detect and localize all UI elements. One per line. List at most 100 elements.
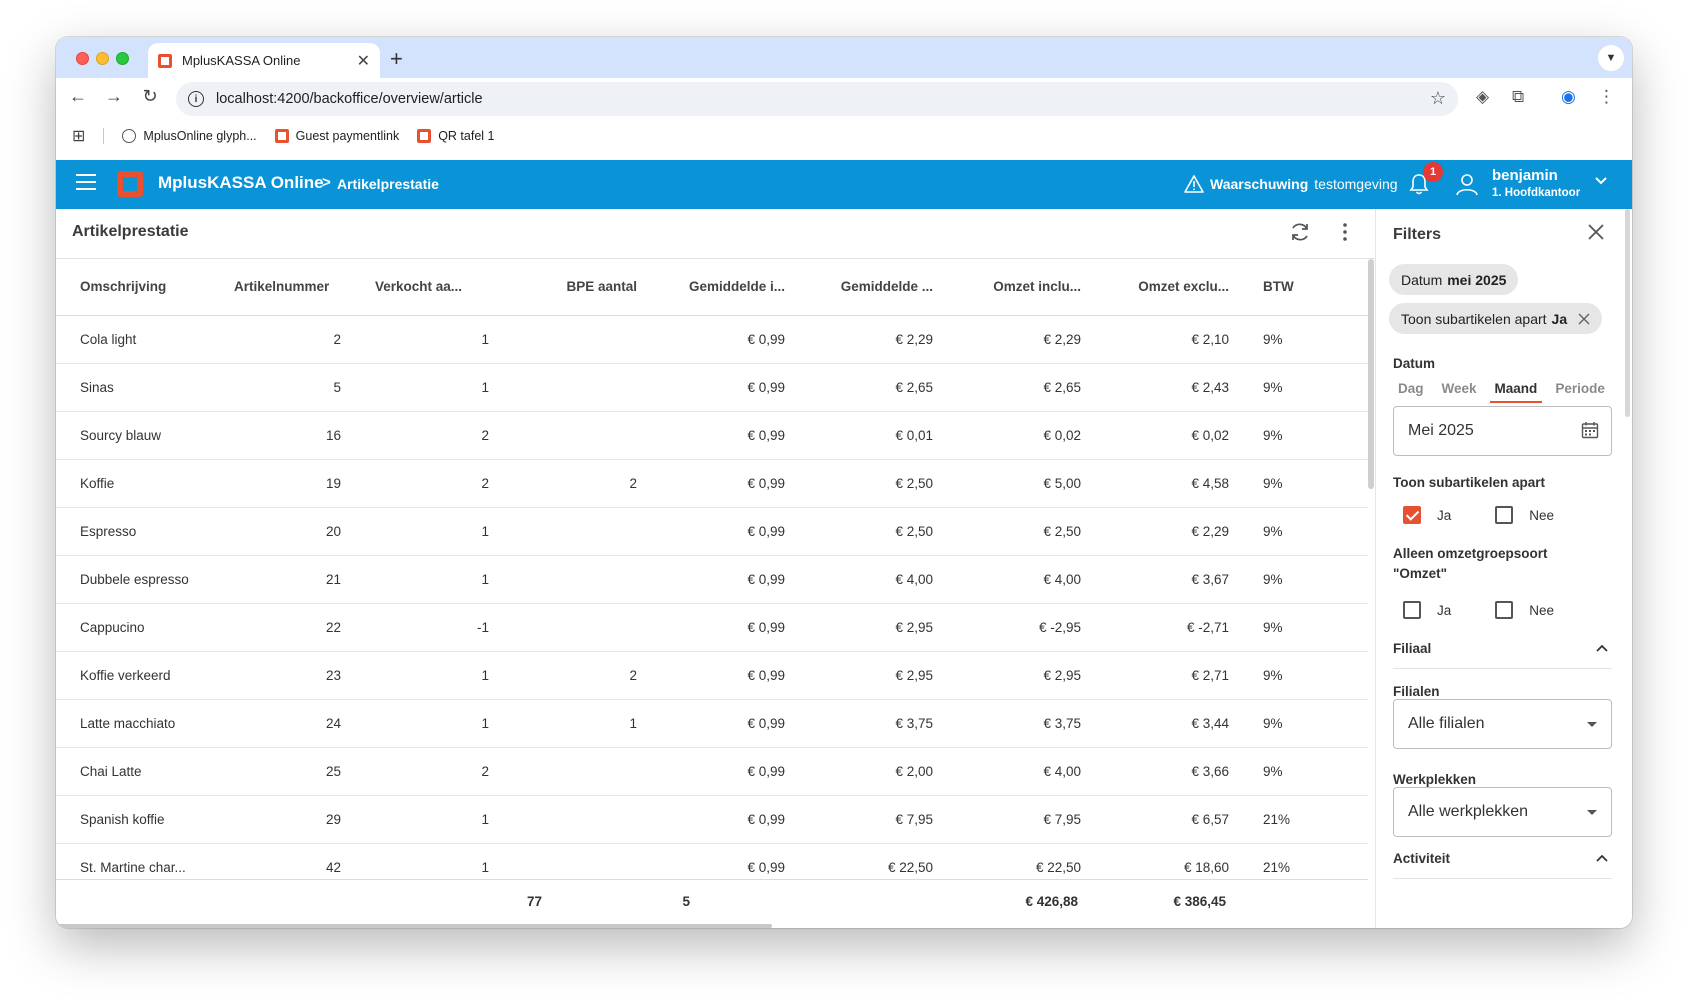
tab-maand[interactable]: Maand [1489,381,1543,403]
cell-sold: 1 [349,699,497,748]
column-header[interactable]: Omschrijving [56,259,226,316]
address-bar[interactable]: i localhost:4200/backoffice/overview/art… [176,82,1458,116]
table-row[interactable]: Cappucino 22 -1 € 0,99 € 2,95 € -2,95 € -2,71 9… [56,603,1368,652]
remove-filter-icon[interactable] [1578,312,1590,325]
profile-icon[interactable]: ◉ [1561,87,1576,106]
filialen-select[interactable]: Alle filialen [1393,699,1612,749]
cell-bpe [497,411,645,460]
column-header[interactable]: Artikelnummer [226,259,349,316]
bookmark-guest-paymentlink[interactable]: Guest paymentlink [274,128,399,143]
table-viewport[interactable]: Omschrijving Artikelnummer Verkocht aa..… [56,259,1368,879]
column-header[interactable]: Omzet exclu... [1089,259,1237,316]
table-row[interactable]: Cola light 2 1 € 0,99 € 2,29 € 2,29 € 2,10 9% [56,315,1368,364]
cell-sold: 1 [349,507,497,556]
mplus-favicon-icon [274,128,289,143]
cell-excl: € 2,71 [1089,651,1237,700]
filters-scrollbar[interactable] [1625,209,1630,417]
table-row[interactable]: Koffie 19 2 2 € 0,99 € 2,50 € 5,00 € 4,58 9% [56,459,1368,508]
subarticles-no-checkbox[interactable] [1495,506,1514,524]
cell-avg: € 22,50 [793,843,941,879]
close-window-button[interactable] [76,52,89,65]
table-row[interactable]: Latte macchiato 24 1 1 € 0,99 € 3,75 € 3,75 € 3… [56,699,1368,748]
column-header[interactable]: Verkocht aa... [349,259,497,316]
cell-avg_in: € 0,99 [645,363,793,412]
breadcrumb-separator: > [322,174,331,191]
column-header[interactable]: Gemiddelde i... [645,259,793,316]
brand-title[interactable]: MplusKASSA Online [158,173,324,192]
app-header: MplusKASSA Online > Artikelprestatie Waa… [56,160,1632,209]
tab-dag[interactable]: Dag [1398,381,1424,396]
browser-menu-icon[interactable]: ⋮ [1598,87,1615,106]
cell-sold: 2 [349,459,497,508]
horizontal-scrollbar[interactable] [56,924,772,928]
user-avatar-icon[interactable] [1455,172,1479,196]
omzet-label-line1: Alleen omzetgroepsoort [1393,546,1548,561]
subarticles-yes-checkbox[interactable] [1403,506,1421,524]
column-header[interactable]: BTW [1237,259,1368,316]
table-row[interactable]: Dubbele espresso 21 1 € 0,99 € 4,00 € 4,00 € 3… [56,555,1368,604]
month-picker-field[interactable]: Mei 2025 [1393,406,1612,456]
bookmark-qr-tafel[interactable]: QR tafel 1 [417,128,494,143]
omzet-no-checkbox[interactable] [1495,601,1514,619]
column-header[interactable]: Omzet inclu... [941,259,1089,316]
active-filter-chip-date[interactable]: Datum mei 2025 [1389,264,1519,295]
cell-nr: 16 [226,411,349,460]
cell-sold: 1 [349,795,497,844]
extension-diamond-icon[interactable]: ◈ [1476,87,1490,106]
apps-grid-icon[interactable]: ⊞ [72,127,86,145]
totals-row: 77 5 € 426,88 € 386,45 [56,879,1368,923]
breadcrumb-current: Artikelprestatie [337,176,439,192]
active-filter-chip-subarticles[interactable]: Toon subartikelen apart Ja [1389,303,1603,334]
bookmark-star-icon[interactable]: ☆ [1429,88,1446,108]
maximize-window-button[interactable] [116,52,129,65]
new-tab-icon[interactable]: + [390,46,403,71]
column-header[interactable]: BPE aantal [497,259,645,316]
tab-week[interactable]: Week [1441,381,1477,396]
site-info-icon[interactable]: i [188,91,204,107]
activiteit-section-header[interactable]: Activiteit [1393,851,1612,879]
calendar-icon[interactable] [1581,421,1599,439]
cell-avg: € 7,95 [793,795,941,844]
cell-avg_in: € 0,99 [645,555,793,604]
werkplekken-select[interactable]: Alle werkplekken [1393,787,1612,837]
back-icon[interactable]: ← [69,86,87,106]
menu-hamburger-icon[interactable] [76,174,96,190]
close-tab-icon[interactable]: ✕ [356,52,370,70]
cell-nr: 24 [226,699,349,748]
table-row[interactable]: Sinas 5 1 € 0,99 € 2,65 € 2,65 € 2,43 9% [56,363,1368,412]
cell-nr: 22 [226,603,349,652]
cell-nr: 25 [226,747,349,796]
minimize-window-button[interactable] [96,52,109,65]
user-name[interactable]: benjamin [1492,167,1558,184]
table-row[interactable]: Sourcy blauw 16 2 € 0,99 € 0,01 € 0,02 € 0,02 9… [56,411,1368,460]
table-row[interactable]: Espresso 20 1 € 0,99 € 2,50 € 2,50 € 2,29 9% [56,507,1368,556]
column-header[interactable]: Gemiddelde ... [793,259,941,316]
table-row[interactable]: St. Martine char... 42 1 € 0,99 € 22,50 € 22,… [56,843,1368,879]
more-options-icon[interactable] [1342,223,1348,241]
notification-badge: 1 [1423,162,1443,182]
extensions-puzzle-icon[interactable]: ⧉ [1512,87,1525,106]
table-row[interactable]: Koffie verkeerd 23 1 2 € 0,99 € 2,95 € 2,95 € 2… [56,651,1368,700]
article-performance-panel: Artikelprestatie Omschrijving Artikelnum… [56,209,1376,928]
vertical-scrollbar[interactable] [1368,259,1374,489]
filiaal-section-header[interactable]: Filiaal [1393,641,1612,669]
reload-icon[interactable]: ↻ [142,86,158,106]
refresh-icon[interactable] [1289,221,1311,243]
table-row[interactable]: Chai Latte 25 2 € 0,99 € 2,00 € 4,00 € 3,66 9% [56,747,1368,796]
checkbox-label: Nee [1529,602,1555,618]
chip-label: Toon subartikelen apart [1401,310,1547,327]
forward-icon[interactable]: → [105,86,123,106]
tab-search-chevron-icon[interactable]: ▼ [1598,45,1624,71]
cell-excl: € 6,57 [1089,795,1237,844]
tab-periode[interactable]: Periode [1555,381,1605,396]
browser-tab[interactable]: MplusKASSA Online ✕ [148,43,380,78]
notifications-bell-icon[interactable] [1408,172,1430,196]
bookmark-mplusonline[interactable]: MplusOnline glyph... [122,128,257,143]
cell-btw: 9% [1237,363,1368,412]
chevron-down-icon[interactable] [1594,176,1608,186]
cell-btw: 21% [1237,843,1368,879]
tab-strip: MplusKASSA Online ✕ + ▼ [56,37,1632,78]
close-icon[interactable] [1587,223,1605,241]
omzet-yes-checkbox[interactable] [1403,601,1421,619]
table-row[interactable]: Spanish koffie 29 1 € 0,99 € 7,95 € 7,95 € 6,5… [56,795,1368,844]
